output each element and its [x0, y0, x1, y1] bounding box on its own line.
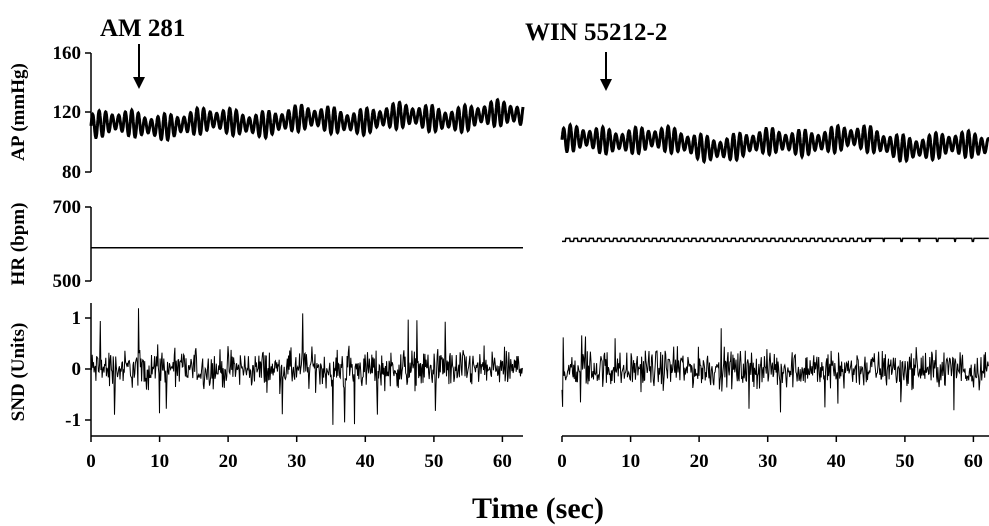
hr-trace-win55212 [562, 237, 989, 243]
y-axis-ap [85, 52, 92, 173]
traces [89, 97, 989, 425]
annotation-am281: AM 281 [100, 15, 185, 42]
ytick-hr-700: 700 [53, 197, 82, 218]
x-ticks: 0 10 20 30 40 50 60 0 10 20 30 40 50 60 [86, 436, 983, 472]
arrow-down-icon [133, 44, 145, 89]
ap-trace-win55212 [560, 122, 989, 165]
x-tick-label: 20 [690, 451, 709, 472]
annotation-win55212: WIN 55212-2 [525, 19, 667, 46]
x-tick-label: 30 [287, 451, 306, 472]
x-tick-label: 60 [493, 451, 512, 472]
x-tick-label: 40 [356, 451, 375, 472]
x-tick-label: 50 [424, 451, 443, 472]
ytick-snd-0: 0 [72, 359, 82, 380]
y-axis-hr [85, 206, 92, 282]
ytick-snd-1: 1 [72, 308, 82, 329]
x-tick-label: 10 [621, 451, 640, 472]
ytick-snd-neg1: -1 [65, 410, 81, 431]
x-tick-label: 40 [827, 451, 846, 472]
x-tick-label: 0 [86, 451, 96, 472]
ytick-hr-500: 500 [53, 271, 82, 292]
x-tick-label: 30 [758, 451, 777, 472]
ylabel-ap: AP (mmHg) [8, 63, 29, 161]
ylabel-snd: SND (Units) [8, 323, 29, 422]
x-tick-label: 20 [219, 451, 238, 472]
arrow-down-icon [600, 52, 612, 91]
ytick-ap-120: 120 [53, 102, 82, 123]
snd-trace-am281 [90, 308, 523, 425]
ytick-ap-160: 160 [53, 43, 82, 64]
x-tick-label: 50 [895, 451, 914, 472]
x-axis-label: Time (sec) [472, 492, 604, 525]
y-axis-snd [85, 303, 92, 436]
x-tick-label: 60 [964, 451, 983, 472]
ap-trace-am281 [89, 97, 525, 143]
x-tick-label: 0 [557, 451, 567, 472]
x-tick-label: 10 [150, 451, 169, 472]
snd-trace-win55212 [561, 328, 989, 413]
ylabel-hr: HR (bpm) [8, 203, 29, 286]
ytick-ap-80: 80 [62, 162, 81, 183]
